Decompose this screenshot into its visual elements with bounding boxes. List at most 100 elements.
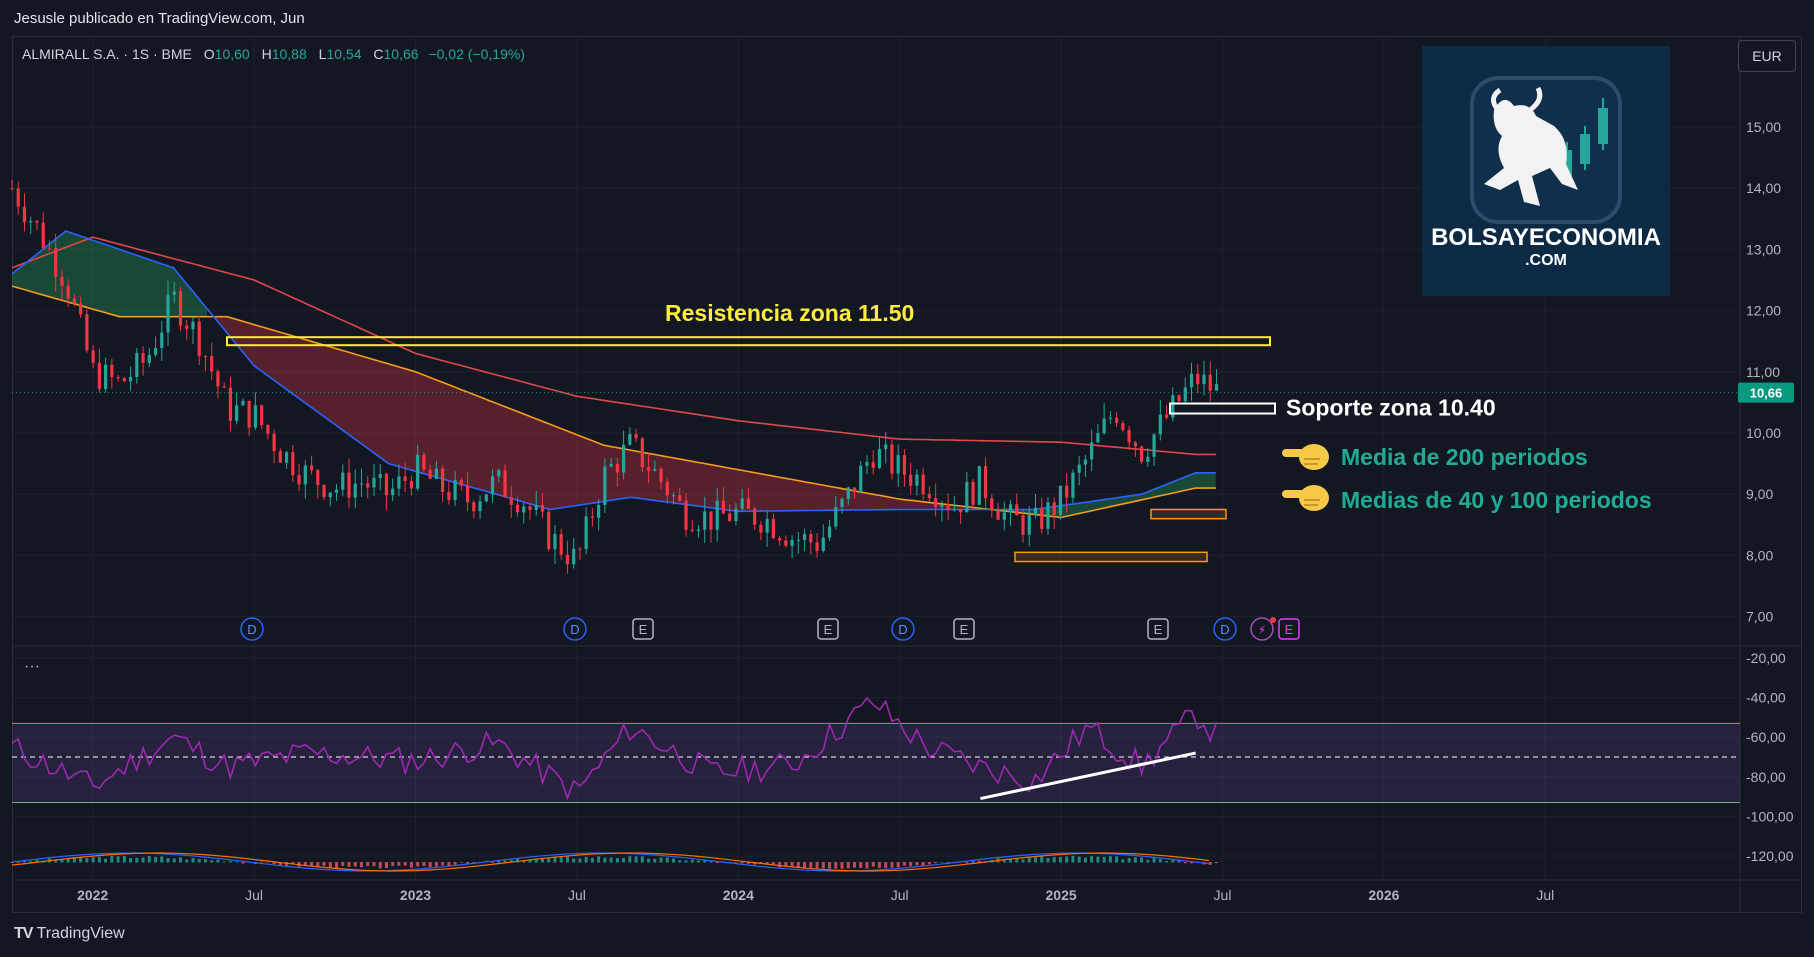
macd-histogram-bar: [840, 862, 844, 869]
candle-body: [384, 473, 389, 496]
dividend-marker: [891, 617, 915, 641]
candle-body: [29, 221, 33, 223]
macd-histogram-bar: [902, 862, 906, 866]
candle-body: [297, 475, 301, 485]
candle-body: [1189, 373, 1194, 388]
macd-histogram-bar: [172, 858, 176, 863]
candle-body: [696, 529, 701, 532]
candle-body: [909, 474, 913, 486]
candle-body: [852, 487, 857, 492]
candle-body: [359, 483, 364, 485]
high-value: 10,88: [271, 46, 307, 62]
ma-cloud-fill: [993, 472, 1216, 518]
candle-body: [1127, 429, 1131, 443]
earnings-marker: [817, 618, 839, 640]
osc-tick-label: -80,00: [1746, 769, 1786, 785]
price-tick-label: 8,00: [1746, 547, 1773, 563]
candle-body: [266, 425, 270, 434]
macd-histogram-bar: [828, 862, 832, 869]
earnings-marker-label: E: [1154, 622, 1163, 637]
ma40-100-annotation: Medias de 40 y 100 periodos: [1341, 487, 1652, 513]
candle-body: [615, 463, 619, 473]
candle-body: [1090, 442, 1094, 460]
candle-body: [166, 294, 170, 333]
time-tick-label: Jul: [891, 887, 909, 903]
indicator-menu[interactable]: ···: [24, 658, 40, 675]
macd-histogram-bar: [509, 859, 513, 863]
candle-body: [1046, 502, 1050, 529]
candle-body: [1002, 512, 1006, 520]
macd-histogram-bar: [391, 862, 395, 866]
tradingview-footer[interactable]: TV TradingView: [14, 925, 125, 943]
candle-body: [553, 534, 557, 550]
candle-body: [91, 350, 95, 363]
candle-body: [721, 500, 726, 514]
macd-histogram-bar: [310, 862, 314, 867]
candle-body: [428, 469, 432, 479]
candle-body: [391, 488, 395, 496]
candle-body: [846, 487, 850, 499]
macd-histogram-bar: [216, 859, 220, 863]
currency-button[interactable]: EUR: [1738, 40, 1796, 72]
candle-body: [172, 291, 176, 295]
macd-histogram-bar: [303, 862, 307, 866]
macd-histogram-bar: [322, 862, 326, 866]
candle-body: [503, 470, 507, 498]
close-value: 10,66: [383, 46, 419, 62]
candle-body: [60, 276, 64, 286]
candle-body: [621, 444, 626, 473]
macd-histogram-bar: [1158, 859, 1162, 863]
candle-body: [1171, 395, 1175, 418]
macd-histogram-bar: [497, 860, 501, 863]
candle-body: [565, 554, 570, 565]
candle-body: [983, 466, 988, 499]
candle-body: [278, 451, 282, 463]
osc-tick-label: -60,00: [1746, 729, 1786, 745]
macd-histogram-bar: [803, 862, 807, 869]
macd-histogram-bar: [815, 862, 819, 869]
candle-body: [572, 548, 576, 565]
candle-body: [41, 222, 45, 248]
candle-body: [341, 472, 345, 490]
candle-body: [85, 314, 89, 351]
earnings-marker: [1278, 618, 1300, 640]
candle-body: [241, 400, 245, 406]
dividend-marker-label: D: [247, 622, 256, 637]
price-tick-label: 13,00: [1746, 241, 1781, 257]
macd-histogram-bar: [503, 860, 507, 863]
candle-body: [927, 494, 931, 499]
candle-body: [416, 454, 420, 489]
macd-histogram-bar: [116, 856, 120, 863]
macd-histogram-bar: [422, 862, 426, 867]
candle-body: [753, 508, 757, 525]
macd-histogram-bar: [179, 857, 183, 863]
macd-histogram-bar: [416, 862, 420, 867]
candle-body: [1208, 374, 1212, 391]
symbol-name[interactable]: ALMIRALL S.A. · 1S · BME: [22, 46, 192, 62]
macd-histogram-bar: [665, 857, 669, 863]
candle-body: [646, 467, 651, 471]
macd-histogram-bar: [428, 862, 432, 868]
candle-body: [465, 485, 470, 503]
candle-body: [540, 505, 545, 512]
osc-tick-label: -40,00: [1746, 690, 1786, 706]
candle-body: [759, 524, 763, 533]
macd-histogram-bar: [1015, 858, 1019, 863]
macd-histogram-bar: [203, 859, 207, 863]
macd-histogram-bar: [1058, 857, 1062, 863]
alert-dot: [1270, 617, 1276, 623]
candle-body: [559, 534, 563, 555]
macd-histogram-bar: [1177, 859, 1181, 863]
candle-body: [316, 470, 320, 486]
macd-histogram-bar: [540, 857, 544, 863]
macd-histogram-bar: [104, 858, 108, 863]
candle-body: [827, 526, 832, 538]
macd-histogram-bar: [528, 859, 532, 863]
macd-histogram-bar: [921, 862, 925, 867]
support-zone-box: [1150, 508, 1227, 520]
macd-histogram-bar: [628, 856, 632, 863]
macd-histogram-bar: [709, 861, 713, 863]
macd-histogram-bar: [909, 862, 913, 867]
candle-body: [1146, 456, 1150, 462]
